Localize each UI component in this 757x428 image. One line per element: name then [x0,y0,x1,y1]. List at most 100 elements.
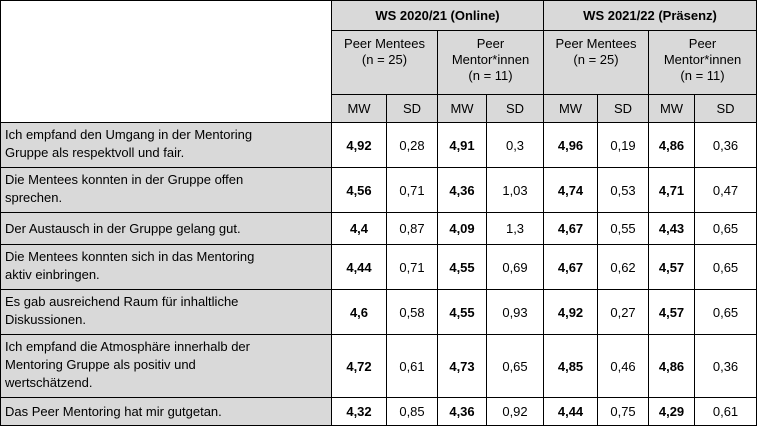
table-row: Die Mentees konnten sich in das Mentorin… [0,244,757,290]
mw-value: 4,74 [543,167,599,213]
question-cell: Es gab ausreichend Raum für inhaltliche … [0,289,332,335]
sd-value: 0,75 [597,397,650,426]
table-row: Es gab ausreichend Raum für inhaltliche … [0,289,757,335]
mw-value: 4,86 [648,122,696,168]
question-line: Die Mentees konnten sich in das Mentorin… [5,249,255,264]
mw-value: 4,4 [331,212,387,245]
question-line: Mentoring Gruppe als positiv und [5,357,196,372]
question-line: Die Mentees konnten in der Gruppe offen [5,172,244,187]
sd-value: 0,36 [694,122,757,168]
sd-value: 0,61 [694,397,757,426]
stat-header-mw: MW [331,94,387,123]
mw-value: 4,09 [437,212,487,245]
group-header-line: Peer [688,36,717,51]
sd-value: 1,03 [485,167,545,213]
table-row: Ich empfand die Atmosphäre innerhalb der… [0,334,757,398]
mw-value: 4,43 [648,212,696,245]
mw-value: 4,86 [648,334,696,398]
sd-value: 0,87 [386,212,438,245]
group-header-mentees: Peer Mentees (n = 25) [331,30,438,95]
stat-header-sd: SD [386,94,438,123]
question-line: Diskussionen. [5,312,86,327]
group-header-line: Mentor*innen [663,52,742,67]
sd-value: 0,69 [485,244,545,290]
mw-value: 4,55 [437,289,487,335]
question-line: Das Peer Mentoring hat mir gutgetan. [5,403,222,419]
question-line: Gruppe als respektvoll und fair. [5,145,185,160]
question-line: Ich empfand die Atmosphäre innerhalb der [5,339,250,354]
mw-value: 4,67 [543,244,599,290]
period-header: WS 2020/21 (Online) [330,0,545,31]
mw-value: 4,96 [543,122,599,168]
stat-header-mw: MW [543,94,599,123]
mw-value: 4,92 [543,289,599,335]
sd-value: 0,65 [485,334,545,398]
sd-value: 1,3 [485,212,545,245]
mw-value: 4,72 [331,334,387,398]
sd-value: 0,27 [597,289,650,335]
sd-value: 0,36 [694,334,757,398]
stat-header-sd: SD [485,94,545,123]
stat-header-mw: MW [437,94,487,123]
mw-value: 4,56 [331,167,387,213]
mw-value: 4,36 [437,397,487,426]
sd-value: 0,62 [597,244,650,290]
table-row: Der Austausch in der Gruppe gelang gut. … [0,212,757,245]
group-header-line: Mentor*innen [451,52,530,67]
mw-value: 4,85 [543,334,599,398]
question-line: Der Austausch in der Gruppe gelang gut. [5,220,241,236]
table-row: Das Peer Mentoring hat mir gutgetan. 4,3… [0,397,757,426]
sd-value: 0,65 [694,244,757,290]
sd-value: 0,65 [694,212,757,245]
table-corner [0,0,332,123]
mw-value: 4,36 [437,167,487,213]
group-header-line: Peer Mentees [344,36,425,51]
question-line: aktiv einbringen. [5,267,100,282]
sd-value: 0,46 [597,334,650,398]
question-line: Ich empfand den Umgang in der Mentoring [5,127,253,142]
mw-value: 4,91 [437,122,487,168]
sd-value: 0,3 [485,122,545,168]
group-header-line: (n = 11) [468,68,513,83]
question-cell: Die Mentees konnten sich in das Mentorin… [0,244,332,290]
question-cell: Ich empfand den Umgang in der Mentoring … [0,122,332,168]
sd-value: 0,93 [485,289,545,335]
group-header-mentors: Peer Mentor*innen (n = 11) [648,30,757,95]
question-line: wertschätzend. [5,375,93,390]
mw-value: 4,67 [543,212,599,245]
sd-value: 0,85 [386,397,438,426]
group-header-mentors: Peer Mentor*innen (n = 11) [436,30,545,95]
sd-value: 0,92 [485,397,545,426]
question-cell: Ich empfand die Atmosphäre innerhalb der… [0,334,332,398]
question-line: sprechen. [5,190,63,205]
question-cell: Die Mentees konnten in der Gruppe offen … [0,167,332,213]
sd-value: 0,53 [597,167,650,213]
question-cell: Das Peer Mentoring hat mir gutgetan. [0,397,332,426]
table-row: Die Mentees konnten in der Gruppe offen … [0,167,757,213]
sd-value: 0,47 [694,167,757,213]
question-line: Es gab ausreichend Raum für inhaltliche [5,294,239,309]
mw-value: 4,92 [331,122,387,168]
stat-header-sd: SD [694,94,757,123]
group-header-mentees: Peer Mentees (n = 25) [543,30,650,95]
group-header-line: Peer [476,36,505,51]
stat-header-sd: SD [597,94,650,123]
stat-header-mw: MW [648,94,696,123]
mw-value: 4,57 [648,244,696,290]
group-header-line: (n = 25) [573,52,619,67]
mw-value: 4,6 [331,289,387,335]
sd-value: 0,71 [386,167,438,213]
mw-value: 4,29 [648,397,696,426]
sd-value: 0,65 [694,289,757,335]
period-header: WS 2021/22 (Präsenz) [543,0,757,31]
mw-value: 4,71 [648,167,696,213]
table-row: Ich empfand den Umgang in der Mentoring … [0,122,757,168]
mw-value: 4,73 [437,334,487,398]
sd-value: 0,28 [386,122,438,168]
question-cell: Der Austausch in der Gruppe gelang gut. [0,212,332,245]
group-header-line: (n = 11) [680,68,725,83]
sd-value: 0,58 [386,289,438,335]
mw-value: 4,57 [648,289,696,335]
group-header-line: (n = 25) [361,52,408,67]
